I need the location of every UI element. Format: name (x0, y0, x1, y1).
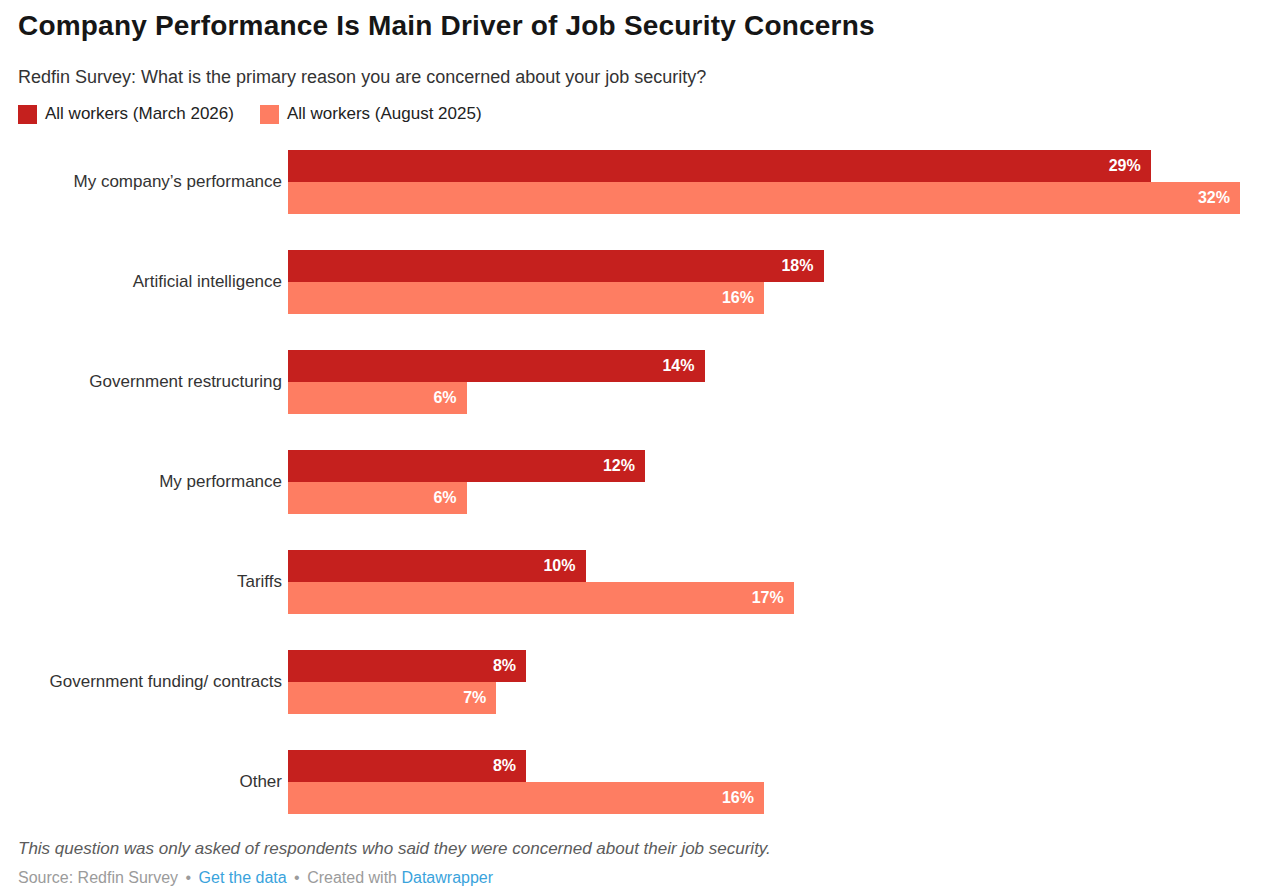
category-label: Tariffs (18, 572, 282, 592)
bar-group: 12% 6% (288, 450, 1240, 514)
legend-item-august-2025: All workers (August 2025) (260, 104, 482, 124)
separator-dot: • (183, 869, 195, 886)
created-with-text: Created with (307, 869, 397, 886)
chart-row: My performance 12% 6% (18, 450, 1240, 514)
source-line: Source: Redfin Survey • Get the data • C… (18, 868, 1240, 888)
bar-group: 29% 32% (288, 150, 1240, 214)
category-label: Other (18, 772, 282, 792)
bar-value-label: 18% (781, 257, 813, 275)
legend-label: All workers (August 2025) (287, 104, 482, 124)
bar-group: 10% 17% (288, 550, 1240, 614)
bar-value-label: 14% (662, 357, 694, 375)
category-label: Artificial intelligence (18, 272, 282, 292)
bar-august-2025: 6% (288, 382, 467, 414)
bar-march-2026: 12% (288, 450, 645, 482)
legend-label: All workers (March 2026) (45, 104, 234, 124)
chart-row: Artificial intelligence 18% 16% (18, 250, 1240, 314)
bar-group: 14% 6% (288, 350, 1240, 414)
legend-item-march-2026: All workers (March 2026) (18, 104, 234, 124)
bar-august-2025: 32% (288, 182, 1240, 214)
category-label: My company’s performance (18, 172, 282, 192)
chart-row: Tariffs 10% 17% (18, 550, 1240, 614)
bar-august-2025: 7% (288, 682, 496, 714)
bar-value-label: 17% (752, 589, 784, 607)
chart-footnote: This question was only asked of responde… (18, 838, 1240, 860)
bar-value-label: 8% (493, 657, 516, 675)
bar-value-label: 16% (722, 789, 754, 807)
source-text: Source: Redfin Survey (18, 869, 178, 886)
datawrapper-link[interactable]: Datawrapper (401, 869, 493, 886)
page-title: Company Performance Is Main Driver of Jo… (18, 8, 1240, 44)
separator-dot: • (291, 869, 303, 886)
bar-value-label: 16% (722, 289, 754, 307)
bar-march-2026: 18% (288, 250, 824, 282)
chart-subtitle: Redfin Survey: What is the primary reaso… (18, 65, 1240, 89)
chart-row: My company’s performance 29% 32% (18, 150, 1240, 214)
get-the-data-link[interactable]: Get the data (199, 869, 287, 886)
bar-group: 8% 16% (288, 750, 1240, 814)
legend: All workers (March 2026) All workers (Au… (18, 104, 1240, 124)
bar-group: 18% 16% (288, 250, 1240, 314)
legend-swatch-salmon (260, 105, 279, 124)
chart-row: Government funding/ contracts 8% 7% (18, 650, 1240, 714)
bar-august-2025: 16% (288, 282, 764, 314)
bar-august-2025: 16% (288, 782, 764, 814)
bar-value-label: 7% (463, 689, 486, 707)
bar-march-2026: 29% (288, 150, 1151, 182)
bar-march-2026: 8% (288, 750, 526, 782)
bar-value-label: 6% (433, 489, 456, 507)
bar-value-label: 32% (1198, 189, 1230, 207)
category-label: My performance (18, 472, 282, 492)
bar-value-label: 10% (543, 557, 575, 575)
bar-march-2026: 14% (288, 350, 705, 382)
bar-value-label: 12% (603, 457, 635, 475)
category-label: Government funding/ contracts (18, 672, 282, 692)
bar-march-2026: 8% (288, 650, 526, 682)
bar-value-label: 8% (493, 757, 516, 775)
bar-value-label: 29% (1109, 157, 1141, 175)
chart-row: Other 8% 16% (18, 750, 1240, 814)
category-label: Government restructuring (18, 372, 282, 392)
bar-chart: My company’s performance 29% 32% Artificial… (18, 150, 1240, 814)
bar-value-label: 6% (433, 389, 456, 407)
bar-august-2025: 17% (288, 582, 794, 614)
legend-swatch-dark-red (18, 105, 37, 124)
bar-group: 8% 7% (288, 650, 1240, 714)
bar-march-2026: 10% (288, 550, 586, 582)
chart-row: Government restructuring 14% 6% (18, 350, 1240, 414)
bar-august-2025: 6% (288, 482, 467, 514)
